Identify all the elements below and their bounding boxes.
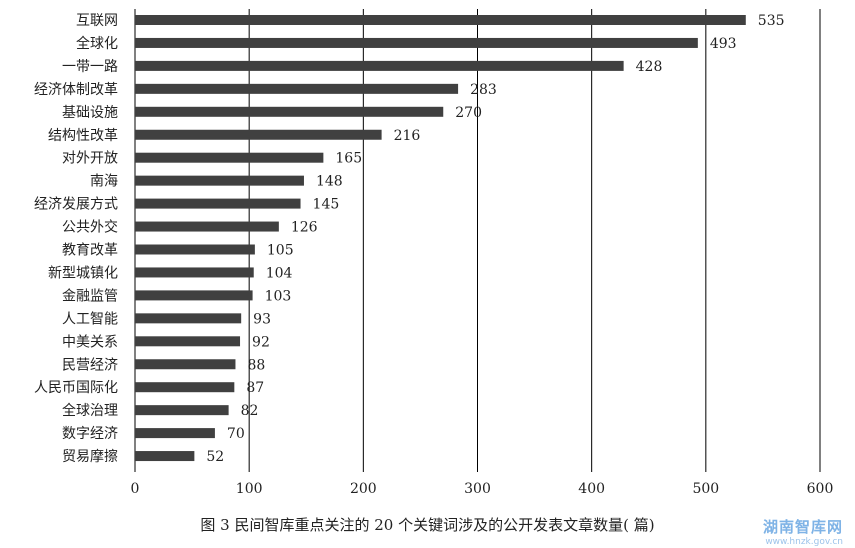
- x-tick-label: 100: [236, 481, 263, 497]
- bar: [135, 152, 324, 163]
- category-label: 全球化: [76, 35, 118, 52]
- data-label: 428: [636, 59, 663, 75]
- bar: [135, 60, 624, 71]
- category-label: 基础设施: [62, 104, 118, 121]
- data-label: 52: [206, 449, 224, 465]
- x-tick-label: 600: [807, 481, 834, 497]
- bar: [135, 382, 235, 393]
- category-label: 中美关系: [62, 334, 118, 350]
- data-label: 283: [470, 82, 497, 98]
- category-label: 经济发展方式: [34, 197, 118, 213]
- category-label: 数字经济: [62, 426, 118, 442]
- watermark: 湖南智库网 www.hnzk.gov.cn: [763, 516, 843, 547]
- watermark-title: 湖南智库网: [762, 518, 843, 536]
- x-tick-label: 300: [464, 481, 491, 497]
- category-label: 人民币国际化: [34, 380, 118, 396]
- category-label: 南海: [90, 174, 118, 190]
- x-tick-label: 0: [131, 481, 140, 497]
- data-label: 145: [313, 197, 340, 213]
- x-tick-label: 400: [578, 481, 605, 497]
- data-label: 105: [267, 243, 294, 259]
- data-label: 70: [227, 426, 245, 442]
- bar: [135, 359, 236, 370]
- category-label: 全球治理: [62, 402, 118, 419]
- bar: [135, 83, 459, 94]
- bar-chart: 0 100 200 300 400 500 600 互联网 535 全球化 493 一带一路 428 经济…: [34, 9, 834, 497]
- data-label: 93: [253, 311, 271, 327]
- category-label: 人工智能: [62, 311, 118, 327]
- category-label: 结构性改革: [48, 128, 118, 144]
- data-label: 216: [394, 128, 421, 144]
- category-label: 经济体制改革: [34, 82, 118, 98]
- bar: [135, 221, 279, 232]
- bar: [135, 451, 195, 462]
- watermark-url: www.hnzk.gov.cn: [765, 537, 843, 547]
- category-label: 教育改革: [62, 243, 118, 259]
- data-label: 82: [241, 403, 259, 419]
- category-label: 民营经济: [62, 357, 118, 373]
- bar: [135, 313, 242, 324]
- bar: [135, 267, 254, 278]
- x-tick-label: 500: [692, 481, 719, 497]
- category-label: 贸易摩擦: [62, 448, 118, 465]
- bar: [135, 405, 229, 416]
- data-label: 104: [266, 265, 293, 281]
- data-label: 493: [710, 36, 737, 52]
- category-label: 对外开放: [62, 151, 118, 167]
- bar: [135, 175, 304, 186]
- bar: [135, 290, 253, 301]
- category-label: 公共外交: [62, 219, 118, 236]
- category-label: 互联网: [76, 13, 118, 29]
- data-label: 87: [246, 380, 264, 396]
- bar: [135, 428, 215, 439]
- data-label: 165: [335, 151, 362, 167]
- category-label: 新型城镇化: [48, 265, 118, 281]
- data-label: 126: [291, 220, 318, 236]
- bar: [135, 244, 255, 255]
- category-label: 金融监管: [62, 288, 118, 304]
- figure-caption: 图 3 民间智库重点关注的 20 个关键词涉及的公开发表文章数量( 篇): [200, 516, 655, 534]
- category-label: 一带一路: [62, 59, 118, 75]
- data-label: 88: [247, 357, 265, 373]
- bar: [135, 129, 382, 140]
- data-label: 103: [265, 288, 292, 304]
- data-label: 270: [455, 105, 482, 121]
- data-label: 92: [252, 334, 270, 350]
- bar: [135, 198, 301, 209]
- x-tick-label: 200: [350, 481, 377, 497]
- bar: [135, 15, 746, 25]
- data-label: 148: [316, 174, 343, 190]
- bar: [135, 106, 444, 117]
- bar: [135, 37, 698, 48]
- bar: [135, 336, 241, 347]
- data-label: 535: [758, 13, 785, 29]
